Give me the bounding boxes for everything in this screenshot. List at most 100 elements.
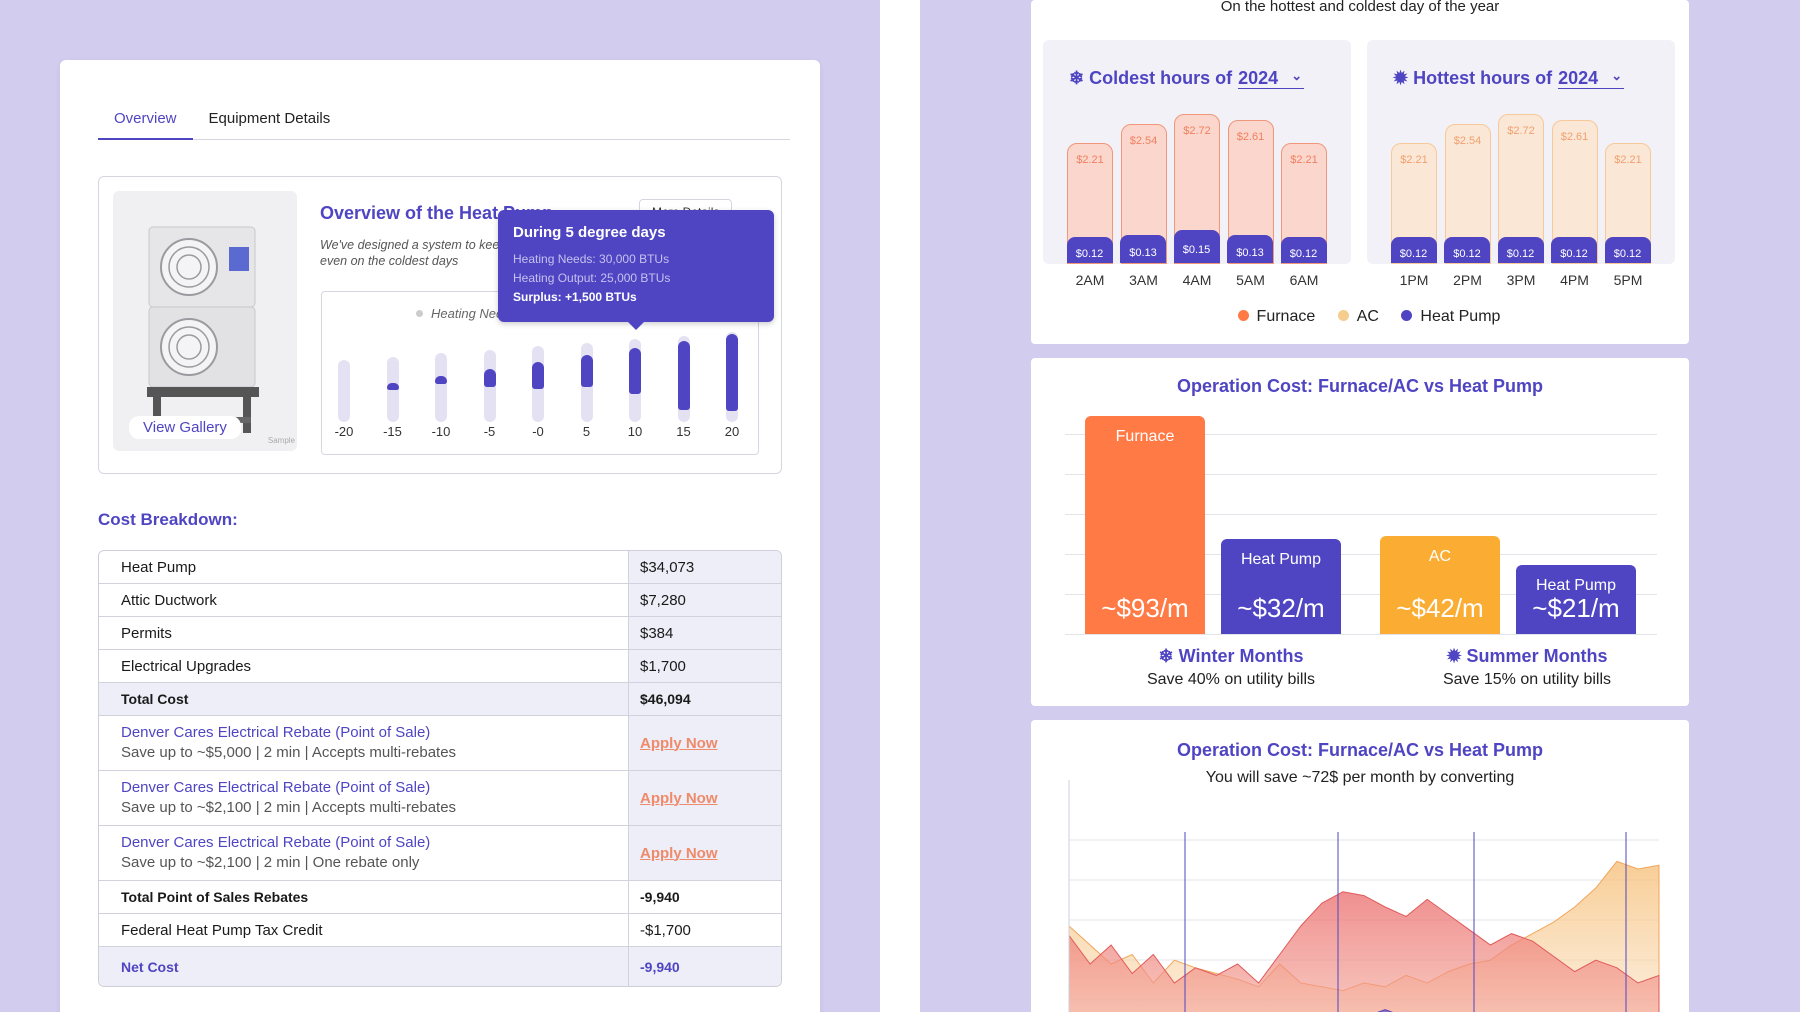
hours-legend: Furnace AC Heat Pump	[1031, 308, 1689, 326]
hour-tick-label: 4AM	[1182, 272, 1212, 288]
mini-bar[interactable]	[532, 330, 544, 422]
tab-equipment-details[interactable]: Equipment Details	[208, 110, 331, 127]
heat-pump-bar[interactable]: $0.13	[1227, 235, 1273, 263]
rebate-details: Save up to ~$2,100 | 2 min | Accepts mul…	[121, 799, 457, 816]
furnace-bar[interactable]: Furnace ~$93/m	[1085, 416, 1205, 634]
row-value: $7,280	[629, 584, 781, 616]
mini-bar[interactable]	[338, 330, 350, 422]
furnace-bar[interactable]: $2.72 $0.15	[1173, 114, 1220, 264]
winter-months-label: ❄ Winter Months Save 40% on utility bill…	[1111, 646, 1351, 689]
coldest-hours-title: ❄ Coldest hours of 2024 ⌄	[1069, 68, 1305, 89]
heat-pump-bar[interactable]: Heat Pump ~$32/m	[1221, 539, 1341, 634]
ac-bar[interactable]: $2.21 $0.12	[1390, 143, 1437, 264]
year-select-hottest[interactable]: 2024 ⌄	[1558, 68, 1625, 89]
hour-tick-label: 1PM	[1399, 272, 1429, 288]
heat-pump-bar[interactable]: $0.15	[1173, 230, 1220, 263]
apply-now-link[interactable]: Apply Now	[640, 734, 718, 752]
legend-heat-pump: Heat Pump	[1420, 308, 1501, 325]
mini-bar-fill	[386, 383, 399, 390]
bar-label: AC	[1428, 548, 1452, 565]
sun-icon: ✹	[1393, 68, 1409, 88]
furnace-dot-icon	[1237, 310, 1249, 321]
year-value: 2024	[1238, 68, 1279, 88]
heat-pump-bar[interactable]: $0.12	[1444, 237, 1490, 263]
mini-bar-fill	[726, 334, 738, 411]
table-row: Attic Ductwork $7,280	[99, 584, 781, 617]
row-label: Electrical Upgrades	[99, 650, 629, 682]
heat-pump-bar[interactable]: $0.12	[1390, 237, 1437, 263]
ac-bar[interactable]: $2.54 $0.12	[1444, 124, 1491, 264]
area-chart	[1068, 780, 1660, 1012]
heating-tooltip: During 5 degree days Heating Needs: 30,0…	[498, 210, 774, 322]
mini-tick-label: -15	[383, 424, 402, 439]
mini-bar[interactable]	[386, 330, 399, 422]
gridline	[1065, 514, 1657, 515]
heat-pump-bar[interactable]: $0.12	[1066, 237, 1113, 263]
mini-bar-fill	[677, 341, 690, 411]
table-row: Electrical Upgrades $1,700	[99, 650, 781, 683]
overview-card: Overview Equipment Details View Gallery …	[60, 60, 820, 1012]
year-select-coldest[interactable]: 2024 ⌄	[1238, 68, 1305, 89]
season-savings: Save 40% on utility bills	[1146, 671, 1316, 688]
mini-tick-label: -10	[431, 424, 451, 439]
furnace-bar[interactable]: $2.54 $0.13	[1120, 124, 1167, 264]
tooltip-needs: Heating Needs: 30,000 BTUs	[513, 252, 670, 266]
view-gallery-button[interactable]: View Gallery	[129, 416, 241, 439]
row-label: Total Cost	[99, 683, 629, 715]
tab-bar: Overview Equipment Details	[98, 102, 790, 140]
mini-bar[interactable]	[580, 330, 593, 422]
tooltip-surplus: Surplus: +1,500 BTUs	[513, 290, 637, 304]
ac-bar[interactable]: AC ~$42/m	[1380, 536, 1500, 634]
heat-pump-bar[interactable]: $0.12	[1497, 237, 1544, 263]
heat-pump-bar[interactable]: Heat Pump ~$21/m	[1516, 565, 1636, 634]
bar-value: ~$32/m	[1237, 593, 1325, 623]
bar-price-label: $2.21	[1290, 154, 1318, 166]
row-label: Net Cost	[99, 947, 629, 986]
furnace-area[interactable]	[1068, 891, 1660, 1012]
heat-pump-bar[interactable]: $0.13	[1120, 235, 1166, 263]
season-savings: Save 15% on utility bills	[1442, 671, 1612, 688]
heat-pump-overview: View Gallery Sample Overview of the Heat…	[98, 176, 782, 474]
panel-gap	[880, 0, 920, 1012]
heat-pump-bar[interactable]: $0.12	[1604, 237, 1651, 263]
rebate-name[interactable]: Denver Cares Electrical Rebate (Point of…	[121, 779, 431, 796]
gridline	[1065, 634, 1657, 635]
rebate-row: Denver Cares Electrical Rebate (Point of…	[99, 716, 781, 771]
product-image: View Gallery Sample	[113, 191, 297, 451]
ac-bar[interactable]: $2.72 $0.12	[1497, 114, 1544, 264]
mini-bar[interactable]	[629, 330, 641, 422]
bar-price-label: $2.61	[1236, 131, 1265, 143]
hour-tick-label: 6AM	[1289, 272, 1319, 288]
rebate-details: Save up to ~$5,000 | 2 min | Accepts mul…	[121, 744, 457, 761]
rebate-name[interactable]: Denver Cares Electrical Rebate (Point of…	[121, 724, 431, 741]
mini-bar[interactable]	[726, 330, 738, 422]
heat-pump-bar[interactable]: $0.12	[1280, 237, 1327, 263]
ac-bar[interactable]: $2.61 $0.12	[1551, 120, 1598, 264]
row-label: Federal Heat Pump Tax Credit	[99, 914, 629, 946]
mini-bar[interactable]	[677, 330, 690, 422]
furnace-bar[interactable]: $2.61 $0.13	[1227, 120, 1274, 264]
tab-overview[interactable]: Overview	[98, 102, 193, 140]
heat-pump-dot-icon	[1401, 310, 1413, 321]
mini-bar[interactable]	[435, 330, 447, 422]
operation-cost-title: Operation Cost: Furnace/AC vs Heat Pump	[1176, 376, 1544, 396]
total-rebates-row: Total Point of Sales Rebates -9,940	[99, 881, 781, 914]
apply-now-link[interactable]: Apply Now	[640, 844, 718, 862]
rebate-name[interactable]: Denver Cares Electrical Rebate (Point of…	[121, 834, 431, 851]
furnace-bar[interactable]: $2.21 $0.12	[1280, 143, 1327, 264]
ac-bar[interactable]: $2.21 $0.12	[1604, 143, 1651, 264]
heat-pump-area[interactable]	[1069, 1009, 1659, 1012]
mini-tick-label: -5	[483, 424, 496, 439]
mini-bar-fill	[483, 369, 496, 388]
gridline	[1065, 434, 1657, 435]
mini-tick-label: -0	[532, 424, 544, 439]
table-row: Permits $384	[99, 617, 781, 650]
mini-bar[interactable]	[483, 330, 496, 422]
operation-cost-area-card: Operation Cost: Furnace/AC vs Heat Pump …	[1031, 720, 1689, 1012]
season-name: Winter Months	[1178, 646, 1304, 666]
furnace-bar[interactable]: $2.21 $0.12	[1066, 143, 1113, 264]
bar-price-label: $2.72	[1507, 125, 1535, 137]
apply-now-link[interactable]: Apply Now	[640, 789, 718, 807]
rebate-row: Denver Cares Electrical Rebate (Point of…	[99, 826, 781, 881]
heat-pump-bar[interactable]: $0.12	[1551, 237, 1597, 263]
